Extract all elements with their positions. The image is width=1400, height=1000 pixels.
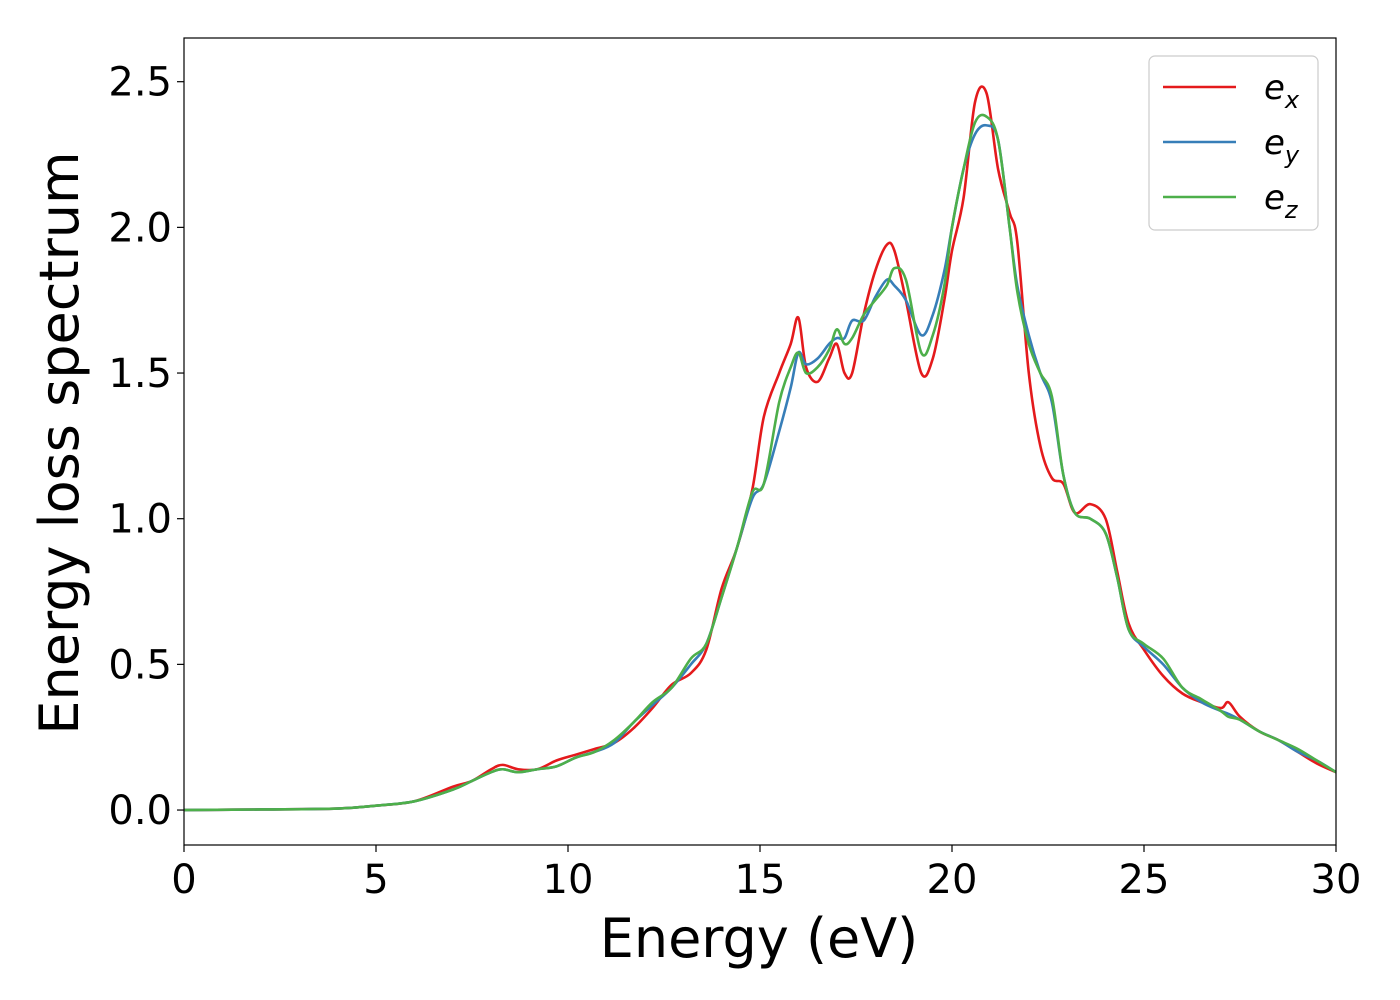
x-tick-label: 5 [363,857,388,903]
x-tick-label: 15 [735,857,786,903]
y-tick-label: 2.0 [108,205,172,251]
series-line-z [183,113,1337,812]
y-axis-title: Energy loss spectrum [28,151,91,734]
x-tick-label: 10 [543,857,594,903]
y-tick-label: 2.5 [108,60,172,106]
plot-frame [183,37,1337,846]
legend-label-z: ez [1264,178,1299,224]
x-tick-label: 30 [1311,857,1362,903]
legend-label-subscript: x [1284,86,1300,114]
legend-label-base: e [1264,123,1285,163]
y-tick-label: 1.5 [108,351,172,397]
series-layer [183,85,1337,812]
legend-label-subscript: y [1284,141,1300,169]
x-tick-label: 0 [171,857,196,903]
legend-label-subscript: z [1284,196,1299,224]
ticks-layer: 0 5 10 15 20 25 30 0.0 0.5 1.0 1.5 2.0 2.5 [108,60,1361,903]
legend-label-base: e [1264,178,1285,218]
y-tick-label: 1.0 [108,497,172,543]
x-tick-label: 20 [927,857,978,903]
y-tick-label: 0.0 [108,788,172,834]
x-tick-label: 25 [1119,857,1170,903]
legend-label-x: ex [1264,68,1300,114]
x-axis-title: Energy (eV) [600,907,919,970]
y-tick-label: 0.5 [108,642,172,688]
legend-label-y: ey [1264,123,1300,169]
legend-label-base: e [1264,68,1285,108]
